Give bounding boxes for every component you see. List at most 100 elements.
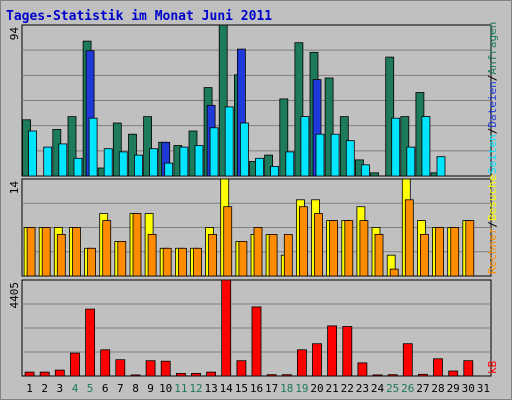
x-tick-label: 1 (26, 382, 33, 395)
chart-title: Tages-Statistik im Monat Juni 2011 (6, 9, 272, 24)
legend-kb: kB (486, 360, 499, 374)
bar-anfragen-day-24 (370, 172, 379, 177)
bottom-ymax-label: 4405 (8, 282, 21, 309)
bar-kb-day-16 (251, 306, 262, 377)
bar-seiten-day-26 (406, 146, 416, 177)
bar-seiten-day-4 (73, 157, 83, 177)
x-tick-label: 18 (280, 382, 293, 395)
x-tick-label: 30 (462, 382, 475, 395)
bar-anfragen-day-4 (67, 116, 77, 177)
bar-kb-day-8 (130, 374, 141, 377)
x-tick-label: 24 (371, 382, 385, 395)
bar-kb-day-30 (463, 360, 474, 377)
bar-seiten-day-8 (134, 154, 143, 177)
bar-seiten-day-11 (179, 146, 189, 177)
bar-kb-day-2 (39, 371, 50, 377)
legend-besuche: Besuche (486, 175, 499, 221)
bar-rechner-day-12 (193, 247, 202, 277)
bar-seiten-day-22 (345, 140, 355, 177)
x-tick-label: 14 (220, 382, 234, 395)
x-tick-label: 20 (310, 382, 323, 395)
bar-seiten-day-2 (43, 146, 53, 177)
bar-rechner-day-8 (132, 213, 142, 277)
bar-seiten-day-14 (224, 106, 234, 177)
bar-rechner-day-3 (56, 233, 66, 277)
bar-anfragen-day-26 (400, 116, 410, 177)
bar-kb-day-12 (191, 372, 201, 377)
bar-rechner-day-17 (268, 233, 278, 277)
x-tick-label: 25 (386, 382, 399, 395)
x-tick-label: 23 (356, 382, 369, 395)
bar-kb-day-18 (281, 374, 292, 377)
bar-seiten-day-19 (300, 116, 310, 177)
bar-kb-day-28 (433, 358, 443, 377)
bottom-series-legend: kB (486, 360, 499, 374)
bar-rechner-day-24 (374, 233, 384, 277)
top-ymax-label: 94 (8, 27, 21, 41)
bar-rechner-day-6 (102, 220, 112, 277)
bar-seiten-day-1 (28, 130, 38, 177)
legend-separator: / (486, 75, 499, 82)
bar-anfragen-day-19 (294, 42, 304, 177)
bar-seiten-day-13 (209, 127, 219, 177)
bar-kb-day-15 (236, 360, 247, 377)
bar-rechner-day-13 (208, 233, 218, 277)
x-tick-label: 31 (477, 382, 490, 395)
x-tick-label: 22 (341, 382, 354, 395)
bar-kb-day-7 (115, 359, 126, 377)
middle-panel: 14 (8, 178, 492, 277)
bar-rechner-day-22 (344, 220, 354, 277)
bar-seiten-day-27 (421, 116, 431, 177)
bar-kb-day-1 (24, 371, 35, 377)
bar-seiten-day-21 (330, 133, 340, 177)
bar-kb-day-29 (448, 370, 459, 377)
x-tick-label: 5 (87, 382, 94, 395)
bar-kb-day-27 (417, 373, 428, 377)
bar-anfragen-day-7 (112, 122, 122, 177)
bar-kb-day-13 (206, 371, 217, 377)
bar-rechner-day-29 (450, 227, 460, 277)
bar-anfragen-day-25 (385, 56, 395, 177)
bar-seiten-day-23 (360, 164, 370, 177)
top-series-legend: Seiten/Dateien/Anfragen (486, 22, 499, 174)
bar-seiten-day-15 (239, 122, 249, 177)
x-tick-label: 26 (401, 382, 414, 395)
bar-rechner-day-21 (329, 220, 339, 277)
x-tick-label: 9 (147, 382, 154, 395)
bar-anfragen-day-17 (264, 154, 274, 177)
x-tick-label: 16 (250, 382, 263, 395)
bar-anfragen-day-14 (218, 24, 228, 177)
bar-rechner-day-20 (314, 213, 323, 277)
legend-seiten: Seiten (486, 134, 499, 174)
chart-panels: 94 14 4405 (8, 24, 492, 377)
bar-rechner-day-9 (147, 233, 157, 277)
x-tick-label: 10 (159, 382, 172, 395)
bottom-panel: 4405 (8, 279, 492, 377)
bar-anfragen-day-18 (279, 98, 289, 177)
legend-dateien: Dateien (486, 81, 499, 127)
bar-rechner-day-26 (404, 199, 414, 277)
bar-kb-day-17 (266, 374, 277, 377)
legend-anfragen: Anfragen (486, 22, 499, 75)
bar-kb-day-24 (372, 374, 383, 377)
x-tick-label: 8 (132, 382, 139, 395)
bar-rechner-day-15 (238, 240, 248, 277)
bar-seiten-day-3 (58, 143, 68, 177)
x-tick-label: 27 (416, 382, 429, 395)
bar-rechner-day-25 (389, 268, 399, 277)
bar-kb-day-11 (175, 372, 186, 377)
x-axis-day-labels: 1 2 3 4 5 6 7 8 9 10 11 12 13 14 15 16 17 18 19 20 21 22 23 24 2… (26, 382, 490, 395)
bar-kb-day-21 (327, 325, 338, 377)
bar-seiten-day-10 (164, 162, 174, 177)
bar-anfragen-day-9 (143, 116, 153, 177)
bar-kb-day-19 (296, 349, 307, 377)
middle-ymax-label: 14 (8, 181, 21, 195)
x-tick-label: 19 (295, 382, 308, 395)
legend-separator: / (486, 128, 499, 135)
bar-kb-day-23 (357, 362, 368, 377)
x-tick-label: 2 (41, 382, 48, 395)
bar-rechner-day-30 (465, 220, 475, 277)
x-tick-label: 17 (265, 382, 278, 395)
bar-kb-day-5 (85, 308, 95, 377)
x-tick-label: 28 (431, 382, 444, 395)
